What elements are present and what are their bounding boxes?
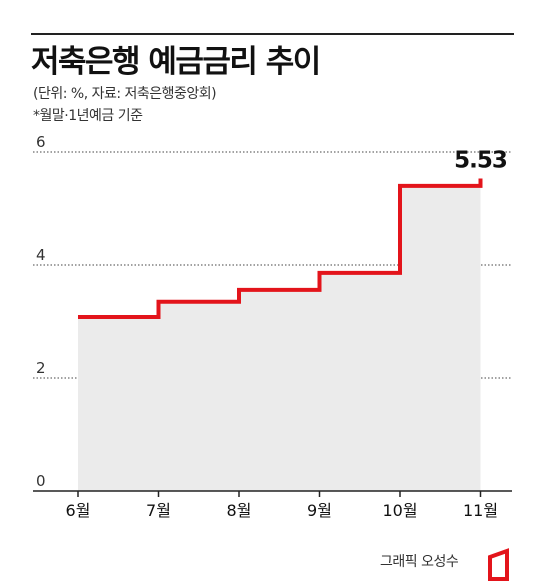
top-rule [31, 33, 514, 35]
y-tick-label: 2 [36, 359, 46, 377]
source-note: (단위: %, 자료: 저축은행중앙회) [33, 86, 217, 102]
x-tick-label: 7월 [146, 501, 171, 520]
x-tick-label: 11월 [463, 501, 498, 520]
x-tick-label: 6월 [66, 501, 91, 520]
basis-note: *월말·1년예금 기준 [33, 108, 143, 124]
brand-logo-icon [488, 548, 509, 581]
y-tick-label: 4 [36, 246, 46, 264]
x-axis [33, 490, 512, 497]
y-tick-label: 0 [36, 472, 46, 490]
y-tick-label: 6 [36, 133, 46, 151]
x-tick-label: 8월 [227, 501, 252, 520]
area-fill-layer [78, 178, 481, 491]
last-value-label: 5.53 [454, 148, 507, 174]
area-fill [78, 178, 481, 491]
series-step-line [78, 178, 483, 319]
series-line-layer [77, 178, 483, 319]
x-tick-label: 9월 [307, 501, 332, 520]
chart-title: 저축은행 예금금리 추이 [31, 44, 321, 80]
x-tick-label: 10월 [382, 501, 417, 520]
graphic-credit: 그래픽 오성수 [380, 554, 459, 570]
label-layer: 0 2 4 6 6월 7월 8월 9월 10월 11월 5.53 [36, 133, 508, 520]
